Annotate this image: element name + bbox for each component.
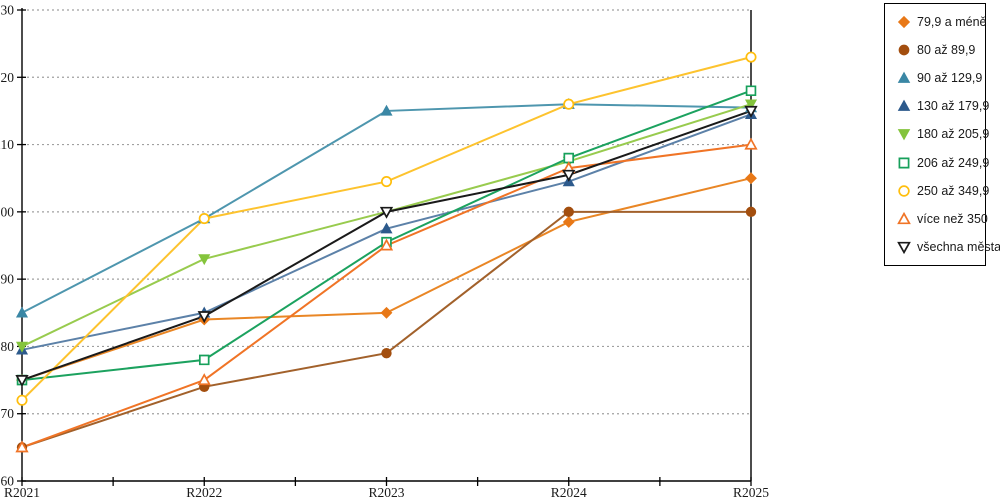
legend-item: více než 350	[885, 211, 988, 227]
triangle-up-legend-icon	[897, 211, 911, 224]
data-point-marker	[16, 394, 28, 406]
data-point-marker	[562, 216, 575, 228]
data-point-marker	[198, 354, 210, 366]
y-tick-label: 110	[0, 137, 14, 152]
data-point-marker	[745, 206, 757, 217]
triangle-down-legend-icon	[897, 241, 911, 255]
data-point-marker	[897, 241, 911, 255]
data-point-marker	[897, 129, 911, 141]
legend-label: 206 až 249,9	[917, 155, 990, 170]
data-point-marker	[380, 176, 393, 188]
data-point-marker	[563, 206, 574, 217]
data-point-marker	[562, 169, 576, 182]
circle-legend-icon	[898, 185, 910, 197]
data-point-marker	[897, 99, 911, 112]
x-tick-label: R2025	[733, 485, 769, 500]
data-point-marker	[379, 206, 394, 219]
legend-item: 180 až 205,9	[885, 126, 989, 142]
data-point-marker	[744, 137, 758, 150]
legend-label: všechna města	[917, 239, 1000, 254]
circle-legend-icon	[898, 44, 910, 56]
series-line	[21, 89, 752, 382]
legend-label: 79,9 a méně	[917, 15, 987, 30]
data-point-marker	[897, 15, 911, 29]
legend-item: 90 až 129,9	[885, 70, 985, 86]
data-point-marker	[563, 152, 575, 164]
triangle-down-legend-icon	[897, 129, 911, 141]
data-point-marker	[745, 85, 757, 97]
legend-label: 180 až 205,9	[917, 127, 990, 142]
legend-label: 80 až 89,9	[917, 43, 976, 58]
data-point-marker	[563, 98, 575, 110]
data-point-marker	[15, 375, 29, 388]
data-point-marker	[744, 105, 758, 118]
data-point-marker	[15, 306, 29, 318]
legend-label: 90 až 129,9	[917, 71, 983, 86]
legend-item: všechna města	[885, 239, 1000, 255]
x-tick-label: R2022	[186, 485, 222, 500]
data-point-marker	[197, 311, 211, 324]
y-tick-label: 60	[1, 474, 15, 489]
data-point-marker	[379, 238, 394, 251]
chart-legend: 79,9 a méně 80 až 89,9 90 až 129,9 130 až 1…	[884, 3, 1000, 266]
data-point-marker	[197, 373, 211, 386]
data-point-marker	[897, 211, 911, 224]
triangle-up-legend-icon	[897, 99, 911, 112]
legend-item: 130 až 179,9	[885, 98, 989, 114]
data-point-marker	[380, 306, 393, 319]
data-point-marker	[898, 44, 910, 56]
diamond-legend-icon	[897, 15, 911, 29]
data-point-marker	[15, 440, 29, 453]
y-tick-label: 80	[1, 339, 15, 354]
y-tick-label: 120	[0, 70, 14, 85]
data-point-marker	[380, 104, 393, 116]
x-tick-label: R2023	[368, 485, 404, 500]
y-tick-label: 100	[0, 204, 14, 219]
x-tick-label: R2024	[551, 485, 587, 500]
square-legend-icon	[898, 157, 910, 169]
legend-item: 80 až 89,9	[885, 42, 985, 58]
data-point-marker	[745, 172, 757, 185]
data-point-marker	[198, 254, 211, 266]
data-point-marker	[745, 51, 757, 63]
data-point-marker	[898, 157, 910, 169]
data-point-marker	[15, 341, 29, 353]
data-point-marker	[744, 99, 758, 111]
legend-label: 250 až 349,9	[917, 183, 990, 198]
data-point-marker	[380, 222, 393, 234]
legend-item: 206 až 249,9	[885, 155, 989, 171]
x-tick-label: R2021	[4, 485, 40, 500]
legend-item: 250 až 349,9	[885, 183, 989, 199]
legend-item: 79,9 a méně	[885, 14, 987, 30]
y-tick-label: 130	[0, 3, 14, 18]
data-point-marker	[198, 213, 210, 225]
legend-label: 130 až 179,9	[917, 99, 990, 114]
data-point-marker	[381, 348, 392, 359]
legend-label: více než 350	[917, 211, 988, 226]
triangle-up-legend-icon	[897, 71, 911, 84]
y-tick-label: 90	[1, 272, 15, 287]
y-tick-label: 70	[1, 406, 15, 421]
data-point-marker	[898, 185, 910, 197]
series-line	[21, 143, 752, 449]
data-point-marker	[897, 71, 911, 84]
